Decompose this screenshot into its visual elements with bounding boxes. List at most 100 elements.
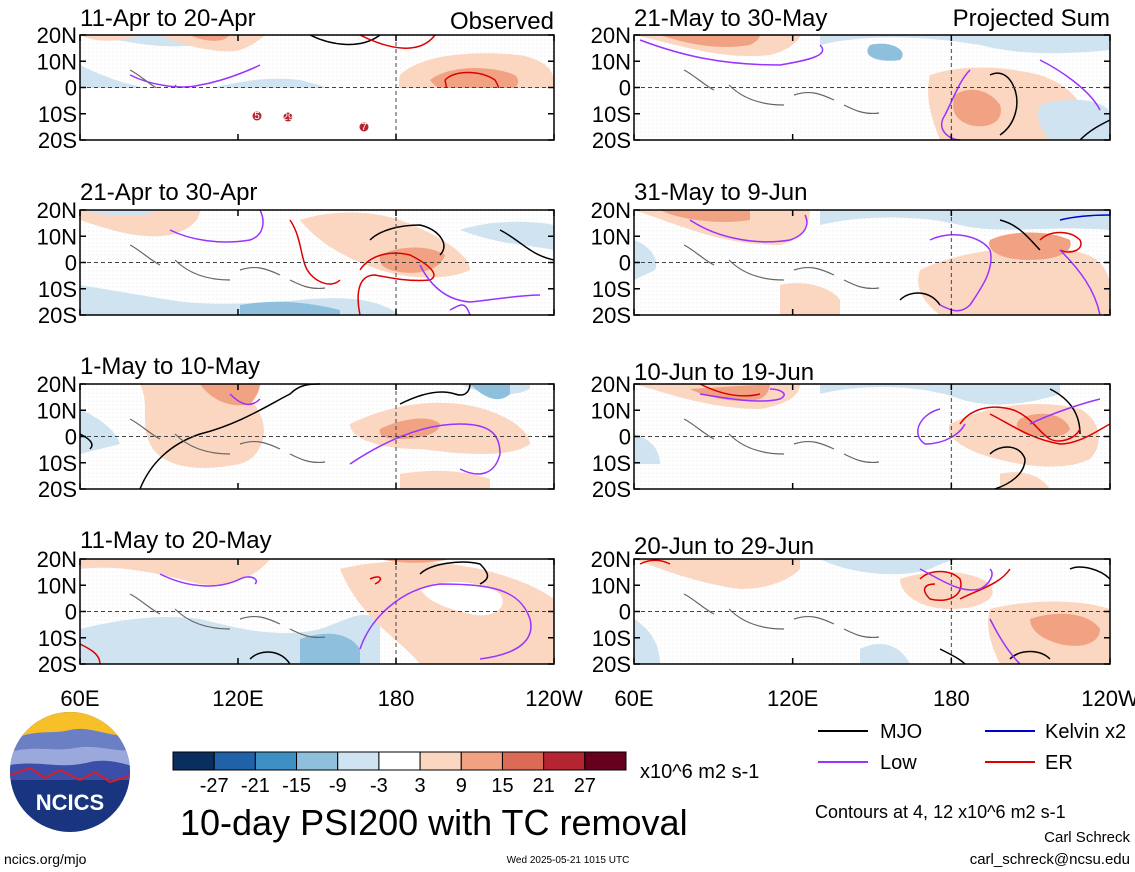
- panel-projected-3: 10-Jun to 19-Jun: [634, 359, 1111, 490]
- lat-label: 10S: [592, 451, 631, 476]
- observed-label: Observed: [450, 8, 554, 35]
- lon-label: 60E: [60, 686, 99, 711]
- panel-projected-1: 21-May to 30-May Projected Sum: [634, 5, 1111, 141]
- lon-label: 180: [933, 686, 970, 711]
- legend-item-low: Low: [818, 752, 917, 774]
- tc-marker: 29: [282, 111, 294, 123]
- tc-marker-label: 29: [282, 112, 294, 123]
- lat-label: 0: [619, 251, 631, 276]
- lat-label: 20N: [37, 372, 77, 397]
- lat-label: 10S: [592, 102, 631, 127]
- lon-label: 120E: [767, 686, 818, 711]
- panel-observed-4: 11-May to 20-May: [79, 527, 554, 665]
- colorbar-swatch: [254, 751, 298, 771]
- lat-label: 10N: [37, 49, 77, 74]
- lat-label: 20S: [38, 477, 77, 502]
- colorbar-swatch: [419, 751, 462, 771]
- lat-label: 20N: [37, 547, 77, 572]
- lat-label: 20S: [592, 652, 631, 677]
- lat-label: 10N: [37, 398, 77, 423]
- colorbar-tick-label: -15: [282, 775, 311, 797]
- colorbar-tick-label: -9: [329, 775, 347, 797]
- panel-title: 10-Jun to 19-Jun: [634, 359, 814, 386]
- lon-label: 120E: [212, 686, 263, 711]
- ncics-logo: NCICS: [10, 712, 130, 832]
- latitude-axis: 20N10N010S20S20N10N010S20S20N10N010S20S2…: [37, 23, 631, 677]
- lat-label: 0: [65, 600, 77, 625]
- panel-title: 1-May to 10-May: [80, 353, 260, 380]
- colorbar-units: x10^6 m2 s-1: [640, 761, 759, 783]
- lat-label: 20N: [37, 23, 77, 48]
- panel-observed-1: 11-Apr to 20-Apr Observed: [80, 5, 554, 88]
- panel-title: 20-Jun to 29-Jun: [634, 533, 814, 560]
- legend-label: MJO: [880, 721, 922, 743]
- lat-label: 0: [619, 600, 631, 625]
- colorbar-swatch: [337, 751, 380, 771]
- lat-label: 20N: [37, 198, 77, 223]
- lat-label: 20N: [591, 23, 631, 48]
- lat-label: 10S: [38, 626, 77, 651]
- panel-title: 31-May to 9-Jun: [634, 179, 807, 206]
- projected-label: Projected Sum: [953, 5, 1110, 32]
- panel-title: 21-May to 30-May: [634, 5, 827, 32]
- colorbar-tick-label: 15: [491, 775, 513, 797]
- lat-label: 20S: [38, 652, 77, 677]
- colorbar-tick-label: 9: [456, 775, 467, 797]
- colorbar-swatch: [378, 751, 421, 771]
- legend-label: Low: [880, 752, 917, 774]
- panel-observed-2: 21-Apr to 30-Apr: [80, 179, 555, 316]
- colorbar-tick-label: 27: [574, 775, 596, 797]
- email-link[interactable]: carl_schreck@ncsu.edu: [970, 851, 1130, 868]
- panel-frames: [79, 34, 1111, 665]
- lon-label: 120W: [525, 686, 583, 711]
- logo-text: NCICS: [36, 790, 104, 815]
- legend-item-mjo: MJO: [818, 721, 922, 743]
- lat-label: 0: [65, 425, 77, 450]
- lat-label: 10N: [37, 224, 77, 249]
- legend-item-kelvin: Kelvin x2: [985, 721, 1126, 743]
- lat-label: 20N: [591, 372, 631, 397]
- lat-label: 10S: [38, 277, 77, 302]
- lat-label: 10N: [591, 224, 631, 249]
- lat-label: 0: [619, 76, 631, 101]
- legend-label: ER: [1045, 752, 1073, 774]
- lat-label: 10S: [38, 102, 77, 127]
- lat-label: 20S: [38, 128, 77, 153]
- lon-label: 120W: [1081, 686, 1135, 711]
- panel-projected-4: 20-Jun to 29-Jun: [634, 533, 1111, 665]
- lat-label: 0: [65, 251, 77, 276]
- lat-label: 10N: [591, 398, 631, 423]
- panel-observed-3: 1-May to 10-May: [79, 353, 554, 490]
- colorbar-swatch: [543, 751, 586, 771]
- lat-label: 20S: [592, 477, 631, 502]
- colorbar-tick-label: -21: [241, 775, 270, 797]
- legend-label: Kelvin x2: [1045, 721, 1126, 743]
- lat-label: 0: [619, 425, 631, 450]
- panel-projected-2: 31-May to 9-Jun: [634, 179, 1111, 316]
- lat-label: 10S: [38, 451, 77, 476]
- tc-marker-label: 7: [361, 122, 367, 133]
- lat-label: 0: [65, 76, 77, 101]
- tc-marker: 7: [358, 121, 370, 133]
- panel-title: 11-Apr to 20-Apr: [80, 5, 256, 32]
- colorbar-swatch: [460, 751, 503, 771]
- lat-label: 10S: [592, 277, 631, 302]
- colorbar-swatch: [172, 751, 215, 771]
- panel-title: 11-May to 20-May: [80, 527, 272, 554]
- colorbar-swatch: [213, 751, 256, 771]
- contours-note: Contours at 4, 12 x10^6 m2 s-1: [815, 802, 1066, 822]
- colorbar: -27 -21 -15 -9 -3 3 9 15 21 27: [172, 751, 627, 797]
- legend-item-er: ER: [985, 752, 1073, 774]
- lat-label: 20S: [592, 303, 631, 328]
- author: Carl Schreck: [1044, 829, 1130, 846]
- website-link[interactable]: ncics.org/mjo: [4, 851, 87, 867]
- lon-label: 180: [378, 686, 415, 711]
- lat-label: 10S: [592, 626, 631, 651]
- colorbar-tick-label: 21: [533, 775, 555, 797]
- lat-label: 20S: [38, 303, 77, 328]
- lat-label: 20S: [592, 128, 631, 153]
- colorbar-tick-label: -27: [200, 775, 229, 797]
- tc-marker-label: 5: [254, 111, 260, 122]
- panel-title: 21-Apr to 30-Apr: [80, 179, 257, 206]
- colorbar-swatch: [501, 751, 545, 771]
